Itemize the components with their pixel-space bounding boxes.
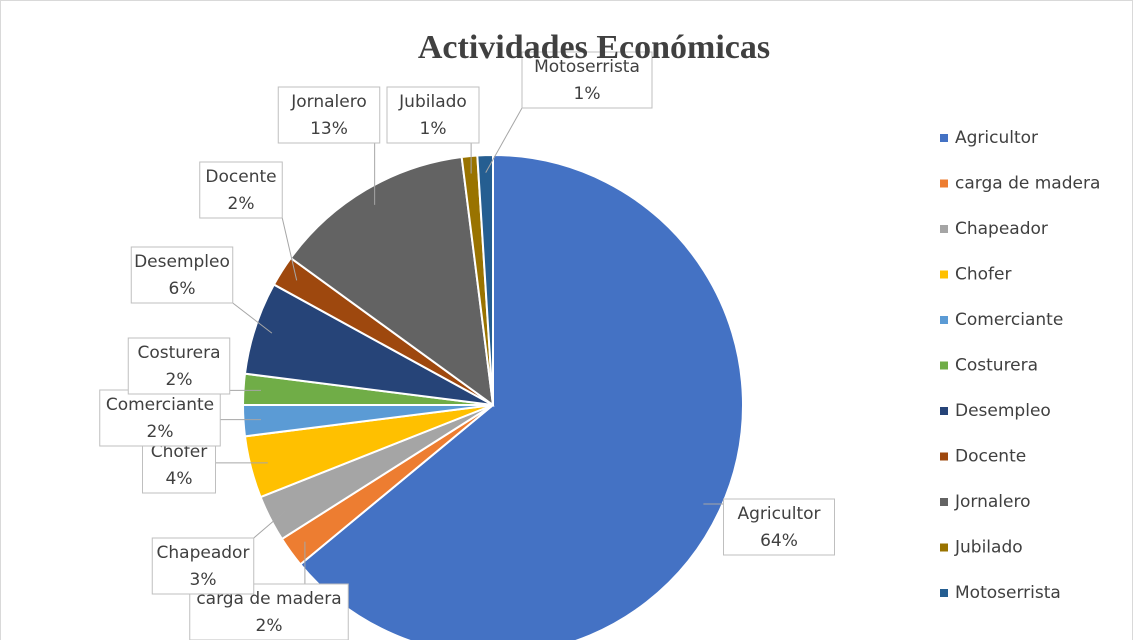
legend-label: Docente: [955, 447, 1026, 467]
label-box: [277, 86, 381, 144]
pie: [241, 153, 744, 640]
legend-swatch: [940, 316, 948, 324]
legend-swatch: [940, 225, 948, 233]
legend-label: Chapeador: [955, 219, 1048, 239]
label-category: Desempleo: [134, 252, 230, 272]
legend-label: Agricultor: [955, 128, 1038, 148]
leader-line: [281, 217, 298, 281]
label-category: Agricultor: [737, 504, 820, 524]
label-box: [386, 86, 480, 144]
data-label: 64%: [760, 531, 798, 551]
label-box: [151, 537, 255, 595]
leader-line: [253, 510, 287, 539]
legend-label: Chofer: [955, 265, 1011, 285]
label-category: Chapeador: [157, 543, 250, 563]
label-category: Chofer: [151, 442, 207, 462]
label-box: [99, 389, 221, 447]
label-box: [521, 51, 653, 109]
legend-label: Comerciante: [955, 310, 1063, 330]
leader-line: [232, 302, 273, 334]
legend: Agricultor carga de madera Chapeador Chofer…: [940, 128, 1100, 603]
label-category: Jubilado: [398, 92, 467, 112]
label-box: [723, 498, 835, 556]
data-label: 4%: [166, 469, 193, 489]
chart-title: Actividades Económicas: [418, 29, 770, 66]
data-label: 2%: [228, 194, 255, 214]
label-category: Jornalero: [290, 92, 367, 112]
label-box: [127, 337, 231, 395]
data-label: 2%: [256, 616, 283, 636]
legend-swatch: [940, 179, 948, 188]
legend-swatch: [940, 498, 948, 506]
leaders: [215, 107, 724, 584]
data-label: 2%: [147, 422, 174, 442]
data-label: 1%: [574, 84, 601, 104]
data-label: 6%: [169, 279, 196, 299]
legend-swatch: [940, 407, 948, 415]
legend-label: carga de madera: [955, 174, 1100, 194]
legend-swatch: [940, 270, 948, 279]
legend-label: Costurera: [955, 356, 1038, 376]
legend-swatch: [940, 452, 948, 461]
legend-label: Motoserrista: [955, 583, 1061, 603]
pie-slice: [298, 153, 744, 640]
data-label: 3%: [190, 570, 217, 590]
label-box: [199, 161, 283, 219]
label-box: [130, 246, 234, 304]
label-category: Costurera: [137, 343, 220, 363]
legend-swatch: [940, 134, 948, 142]
legend-label: Jubilado: [954, 538, 1023, 558]
label-category: Motoserrista: [534, 57, 640, 77]
data-label: 13%: [310, 119, 348, 139]
legend-label: Desempleo: [955, 401, 1051, 421]
leader-line: [485, 107, 523, 173]
legend-swatch: [940, 543, 948, 552]
legend-label: Jornalero: [954, 492, 1031, 512]
pie-slice: [289, 155, 495, 408]
data-label: 2%: [166, 370, 193, 390]
pie-slice: [476, 153, 494, 406]
legend-swatch: [940, 589, 948, 597]
label-category: Docente: [205, 167, 276, 187]
legend-swatch: [940, 361, 948, 370]
label-category: Comerciante: [106, 395, 214, 415]
data-label: 1%: [420, 119, 447, 139]
